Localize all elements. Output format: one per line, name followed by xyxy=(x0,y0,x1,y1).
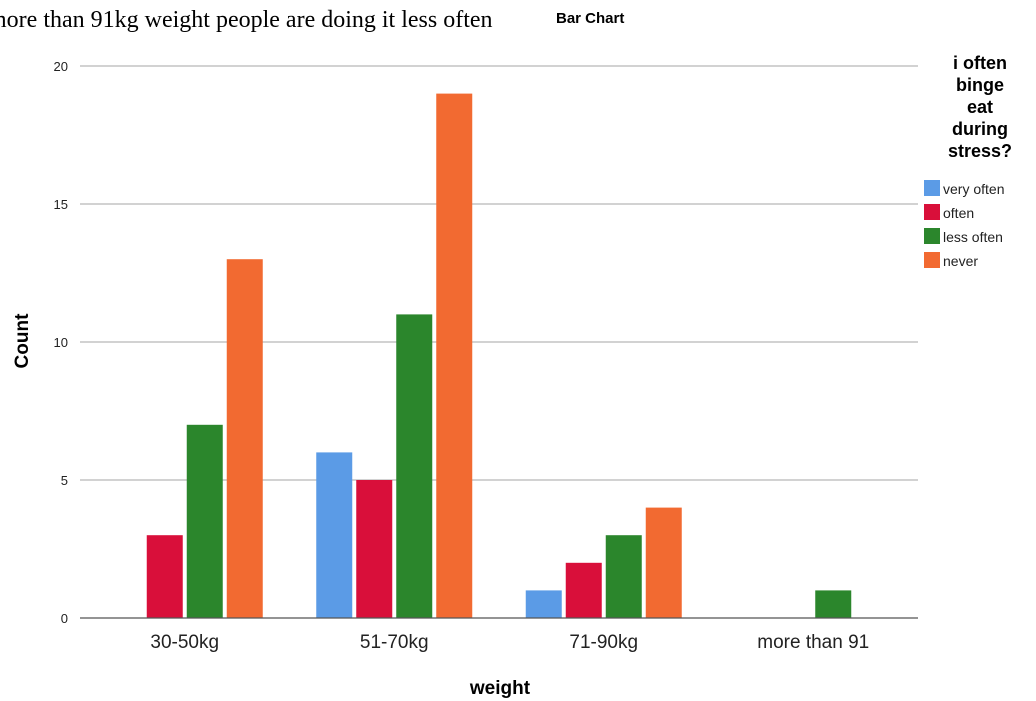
y-tick-label: 5 xyxy=(61,473,68,488)
legend-swatch xyxy=(924,252,940,268)
bar-often-71-90kg xyxy=(565,562,602,618)
bar-never-71-90kg xyxy=(645,507,682,618)
bars-group xyxy=(146,93,852,619)
bar-very-often-51-70kg xyxy=(316,452,353,618)
bar-less-often-71-90kg xyxy=(605,535,642,618)
chart-title: Bar Chart xyxy=(556,10,625,27)
x-category-label: 71-90kg xyxy=(569,632,638,653)
legend-title-line: binge xyxy=(956,75,1004,95)
bar-less-often-51-70kg xyxy=(396,314,433,618)
bar-never-30-50kg xyxy=(226,259,263,618)
legend-label: very often xyxy=(943,181,1004,197)
legend-title-line: during xyxy=(952,119,1008,139)
y-tick-label: 0 xyxy=(61,611,68,626)
y-tick-labels: 0 5 10 15 20 xyxy=(54,59,68,626)
legend-label: less often xyxy=(943,229,1003,245)
bar-never-51-70kg xyxy=(436,93,473,619)
overlay-caption: more than 91kg weight people are doing i… xyxy=(0,7,493,33)
legend-swatch xyxy=(924,204,940,220)
x-category-label: 30-50kg xyxy=(150,632,219,653)
legend-swatch xyxy=(924,228,940,244)
bar-often-51-70kg xyxy=(356,480,393,618)
y-tick-label: 10 xyxy=(54,335,68,350)
y-axis-title: Count xyxy=(12,313,33,369)
x-category-label: 51-70kg xyxy=(360,632,429,653)
bar-often-30-50kg xyxy=(146,535,183,618)
legend-label: often xyxy=(943,205,974,221)
gridlines xyxy=(80,65,918,481)
legend-items: very often often less often never xyxy=(924,180,1004,269)
bar-less-often-30-50kg xyxy=(186,424,223,618)
y-tick-label: 20 xyxy=(54,59,68,74)
legend-title-line: stress? xyxy=(948,141,1012,161)
legend-swatch xyxy=(924,180,940,196)
bar-very-often-71-90kg xyxy=(525,590,562,618)
y-tick-label: 15 xyxy=(54,197,68,212)
x-axis-title: weight xyxy=(469,678,531,699)
legend-title-line: eat xyxy=(967,97,993,117)
legend-label: never xyxy=(943,253,978,269)
x-category-label: more than 91 xyxy=(757,632,869,653)
legend-title-line: i often xyxy=(953,53,1007,73)
bar-less-often-more-than-91 xyxy=(815,590,852,618)
x-category-labels: 30-50kg 51-70kg 71-90kg more than 91 xyxy=(150,632,869,653)
